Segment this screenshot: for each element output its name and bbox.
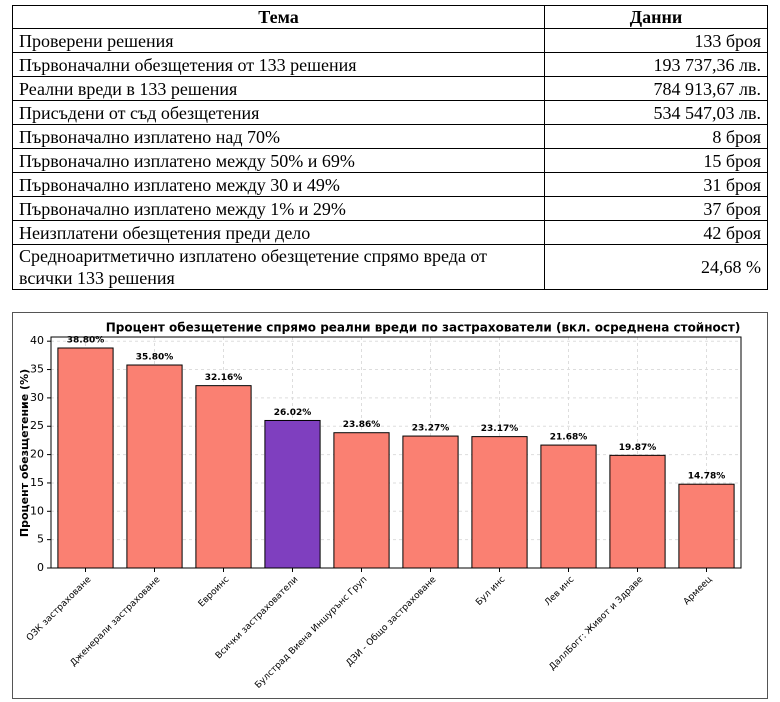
data-table: Тема Данни Проверени решения 133 броя Първ… <box>12 5 768 290</box>
table-cell: Реални вреди в 133 решения <box>12 76 545 101</box>
bar <box>57 347 114 569</box>
y-tick-label: 5 <box>37 533 44 546</box>
table-cell: Присъдени от съд обезщетения <box>12 100 545 125</box>
value-label: 26.02% <box>274 408 312 418</box>
table-cell: 8 броя <box>544 124 768 149</box>
value-label: 32.16% <box>205 373 243 383</box>
y-tick-label: 40 <box>30 334 44 347</box>
table-cell: 37 броя <box>544 196 768 221</box>
table-row: Реални вреди в 133 решения 784 913,67 лв. <box>12 76 768 101</box>
chart-title: Процент обезщетение спрямо реални вреди … <box>106 321 741 335</box>
table-cell: 133 броя <box>544 28 768 53</box>
bar <box>540 444 597 569</box>
bar <box>471 436 528 569</box>
table-cell: Средноаритметично изплатено обезщетение … <box>12 244 545 290</box>
table-body: Проверени решения 133 броя Първоначални об… <box>12 28 768 290</box>
value-label: 35.80% <box>136 353 174 363</box>
table-row: Първоначални обезщетения от 133 решения 1… <box>12 52 768 77</box>
header-cell: Тема <box>12 5 545 29</box>
plot-frame <box>50 336 742 569</box>
bar <box>678 483 735 569</box>
bar <box>126 364 183 569</box>
table-cell: 15 броя <box>544 148 768 173</box>
bar <box>195 385 252 569</box>
y-tick-label: 30 <box>30 391 44 404</box>
y-tick-label: 0 <box>37 561 44 574</box>
table-row: Първоначално изплатено между 1% и 29% 37 … <box>12 196 768 221</box>
y-axis-label: Процент обезщетение (%) <box>18 369 31 537</box>
table-row: Първоначално изплатено над 70% 8 броя <box>12 124 768 149</box>
y-tick-label: 35 <box>30 363 44 376</box>
x-tick-label: Армеец <box>682 575 714 607</box>
x-tick-label: Лев инс <box>543 575 576 608</box>
x-tick-label: Бул инс <box>474 575 507 608</box>
table-cell: 784 913,67 лв. <box>544 76 768 101</box>
table-cell: 24,68 % <box>544 244 768 290</box>
bar <box>402 435 459 569</box>
y-tick-label: 10 <box>30 504 44 517</box>
chart-frame: Процент обезщетение спрямо реални вреди … <box>12 312 768 699</box>
bar <box>333 432 390 569</box>
x-tick-label: Булстрад Виена Иншурънс Груп <box>253 575 369 691</box>
value-label: 23.17% <box>481 424 519 434</box>
table-row: Неизплатени обезщетения преди дело 42 бро… <box>12 220 768 245</box>
table-cell: 31 броя <box>544 172 768 197</box>
table-cell: 534 547,03 лв. <box>544 100 768 125</box>
table-row: Първоначално изплатено между 50% и 69% 15… <box>12 148 768 173</box>
chart: Процент обезщетение спрямо реални вреди … <box>18 321 742 691</box>
table-cell: Проверени решения <box>12 28 545 53</box>
y-tick-label: 20 <box>30 448 44 461</box>
value-label: 23.86% <box>343 420 381 430</box>
table-cell: Първоначално изплатено между 50% и 69% <box>12 148 545 173</box>
value-label: 23.27% <box>412 424 450 434</box>
table-cell: Неизплатени обезщетения преди дело <box>12 220 545 245</box>
x-tick-label: Евроинс <box>197 575 232 610</box>
y-tick-label: 25 <box>30 419 44 432</box>
table-row: Проверени решения 133 броя <box>12 28 768 53</box>
y-tick-label: 15 <box>30 476 44 489</box>
header-cell: Данни <box>544 5 768 29</box>
table-row: Присъдени от съд обезщетения 534 547,03 л… <box>12 100 768 125</box>
x-tick-label: ОЗК застраховане <box>25 574 94 643</box>
table-cell: Първоначални обезщетения от 133 решения <box>12 52 545 77</box>
table-cell: Първоначално изплатено над 70% <box>12 124 545 149</box>
value-label: 14.78% <box>688 472 726 482</box>
table-header: Тема Данни <box>12 5 768 29</box>
table-cell: Първоначално изплатено между 1% и 29% <box>12 196 545 221</box>
table-cell: Първоначално изплатено между 30 и 49% <box>12 172 545 197</box>
bar <box>264 419 321 569</box>
table-cell: 193 737,36 лв. <box>544 52 768 77</box>
table-row: Първоначално изплатено между 30 и 49% 31 … <box>12 172 768 197</box>
value-label: 38.80% <box>67 336 105 346</box>
table-cell: 42 броя <box>544 220 768 245</box>
value-label: 19.87% <box>619 443 657 453</box>
bar <box>609 454 666 569</box>
value-label: 21.68% <box>550 433 588 443</box>
table-row: Средноаритметично изплатено обезщетение … <box>12 244 768 290</box>
